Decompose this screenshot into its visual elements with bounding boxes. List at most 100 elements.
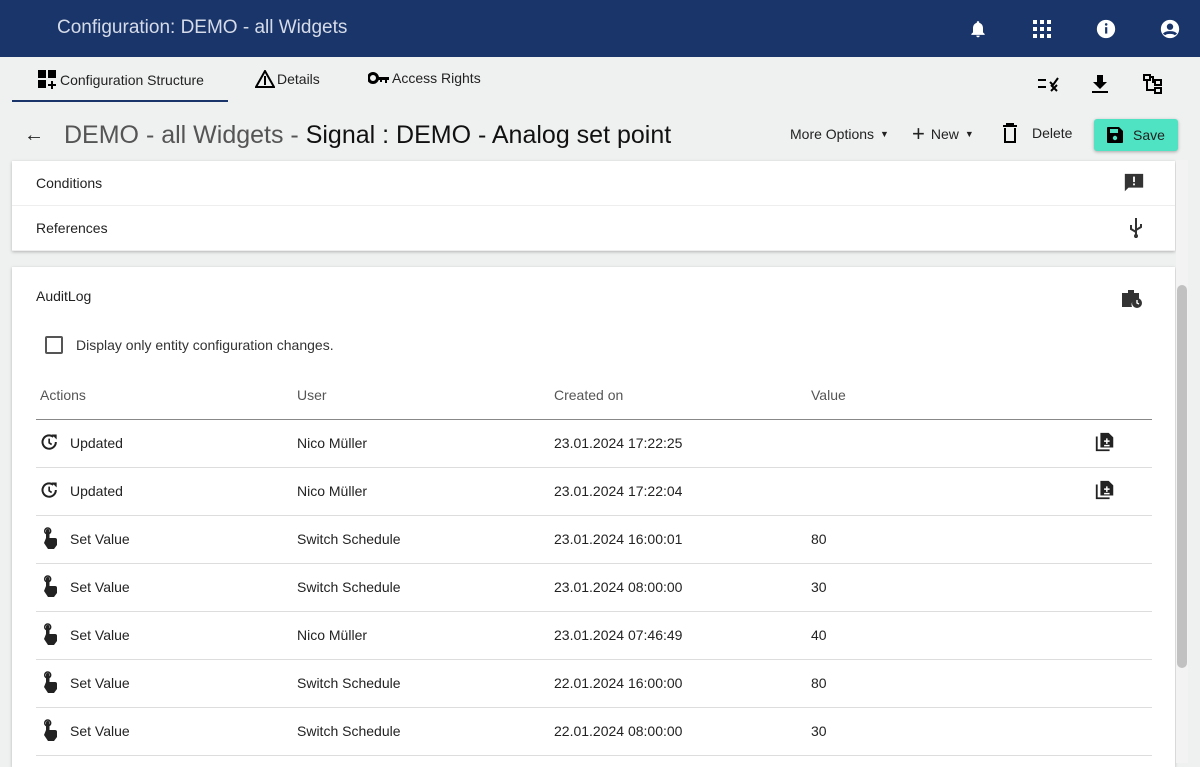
new-label: New	[930, 126, 959, 142]
action-label: Set Value	[70, 579, 130, 595]
col-value[interactable]: Value	[807, 371, 1072, 420]
detail-cell	[1072, 515, 1152, 564]
value-cell: 30	[807, 707, 1072, 756]
table-row: Set Value Switch Schedule 22.01.2024 16:…	[36, 659, 1152, 708]
detail-cell	[1072, 659, 1152, 708]
user-cell: Switch Schedule	[293, 707, 550, 756]
user-cell: Switch Schedule	[293, 515, 550, 564]
created-cell: 22.01.2024 16:00:00	[550, 659, 807, 708]
touch-icon	[40, 670, 60, 696]
detail-cell	[1072, 611, 1152, 660]
checkbox-label: Display only entity configuration change…	[76, 337, 334, 353]
scrollbar-thumb[interactable]	[1177, 285, 1187, 668]
tab-configuration-structure[interactable]: Configuration Structure	[38, 70, 204, 90]
title-prefix: DEMO - all Widgets -	[64, 121, 306, 149]
download-icon[interactable]	[1088, 72, 1112, 96]
save-label: Save	[1133, 127, 1165, 143]
delete-label: Delete	[1032, 125, 1073, 141]
value-cell: 30	[807, 563, 1072, 612]
tab-access-rights[interactable]: Access Rights	[368, 70, 481, 86]
created-cell: 23.01.2024 17:22:25	[550, 419, 807, 468]
action-label: Set Value	[70, 627, 130, 643]
col-detail	[1072, 371, 1152, 420]
action-label: Set Value	[70, 531, 130, 547]
section-references[interactable]: References	[12, 206, 1175, 251]
value-cell: 80	[807, 659, 1072, 708]
touch-icon	[40, 526, 60, 552]
warning-icon	[255, 70, 275, 88]
history-icon	[40, 480, 60, 503]
user-cell: Nico Müller	[293, 611, 550, 660]
config-changes-checkbox[interactable]	[45, 336, 63, 354]
section-label: Conditions	[36, 175, 103, 191]
history-icon	[40, 432, 60, 455]
structure-icon	[38, 70, 56, 89]
action-cell: Updated	[36, 419, 293, 468]
tab-label: Access Rights	[392, 70, 481, 86]
delete-button[interactable]: Delete	[1002, 123, 1072, 143]
touch-icon	[40, 622, 60, 648]
auditlog-title: AuditLog	[36, 288, 92, 304]
work-history-icon	[1122, 290, 1142, 308]
user-cell: Nico Müller	[293, 467, 550, 516]
table-row: Updated Nico Müller 23.01.2024 17:22:25	[36, 419, 1152, 468]
user-cell: Nico Müller	[293, 419, 550, 468]
feedback-icon	[1124, 173, 1144, 192]
key-icon	[368, 72, 389, 84]
app-title: Configuration: DEMO - all Widgets	[57, 17, 348, 38]
usb-icon	[1130, 218, 1142, 238]
save-icon	[1107, 127, 1124, 143]
action-cell: Set Value	[36, 515, 293, 564]
action-label: Set Value	[70, 723, 130, 739]
section-conditions[interactable]: Conditions	[12, 161, 1175, 206]
checklist-icon[interactable]	[1036, 72, 1060, 96]
table-row: Set Value Switch Schedule 22.01.2024 08:…	[36, 707, 1152, 756]
col-created-on[interactable]: Created on	[550, 371, 807, 420]
detail-cell	[1072, 707, 1152, 756]
created-cell: 23.01.2024 07:46:49	[550, 611, 807, 660]
user-cell: Switch Schedule	[293, 659, 550, 708]
action-cell: Set Value	[36, 563, 293, 612]
auditlog-card: AuditLog Display only entity configurati…	[12, 267, 1175, 767]
touch-icon	[40, 574, 60, 600]
tab-label: Configuration Structure	[60, 72, 204, 88]
hierarchy-icon[interactable]	[1141, 72, 1165, 96]
value-cell	[807, 419, 1072, 468]
app-header: Configuration: DEMO - all Widgets	[0, 0, 1200, 57]
action-label: Updated	[70, 435, 123, 451]
created-cell: 23.01.2024 17:22:04	[550, 467, 807, 516]
tab-details[interactable]: Details	[255, 70, 320, 88]
detail-cell	[1072, 419, 1152, 468]
bell-icon[interactable]	[965, 16, 991, 42]
table-row: Set Value Switch Schedule 23.01.2024 16:…	[36, 515, 1152, 564]
show-details-icon[interactable]	[1094, 431, 1116, 456]
action-label: Updated	[70, 483, 123, 499]
created-cell: 22.01.2024 08:00:00	[550, 707, 807, 756]
page-title: DEMO - all Widgets - Signal : DEMO - Ana…	[64, 121, 671, 150]
table-row: Updated Nico Müller 23.01.2024 17:22:04	[36, 467, 1152, 516]
col-actions[interactable]: Actions	[36, 371, 293, 420]
action-cell: Set Value	[36, 659, 293, 708]
section-label: References	[36, 220, 108, 236]
more-label: More Options	[790, 126, 875, 142]
action-cell: Set Value	[36, 707, 293, 756]
info-icon[interactable]	[1093, 16, 1119, 42]
tab-bar: Configuration Structure Details Access R…	[0, 58, 1200, 102]
back-arrow-icon[interactable]: ←	[24, 124, 44, 146]
plus-icon: +	[912, 121, 925, 146]
apps-grid-icon[interactable]	[1029, 16, 1055, 42]
new-button[interactable]: + New ▼	[912, 121, 974, 146]
account-icon[interactable]	[1157, 16, 1183, 42]
title-main: Signal : DEMO - Analog set point	[305, 121, 672, 149]
created-cell: 23.01.2024 08:00:00	[550, 563, 807, 612]
trash-icon	[1003, 123, 1017, 143]
action-label: Set Value	[70, 675, 130, 691]
show-details-icon[interactable]	[1094, 479, 1116, 504]
action-cell: Set Value	[36, 611, 293, 660]
table-row: Set Value Nico Müller 23.01.2024 07:46:4…	[36, 611, 1152, 660]
more-options-button[interactable]: More Options ▼	[790, 126, 889, 142]
col-user[interactable]: User	[293, 371, 550, 420]
save-button[interactable]: Save	[1094, 119, 1178, 151]
caret-down-icon: ▼	[964, 129, 974, 139]
tab-label: Details	[277, 71, 320, 87]
